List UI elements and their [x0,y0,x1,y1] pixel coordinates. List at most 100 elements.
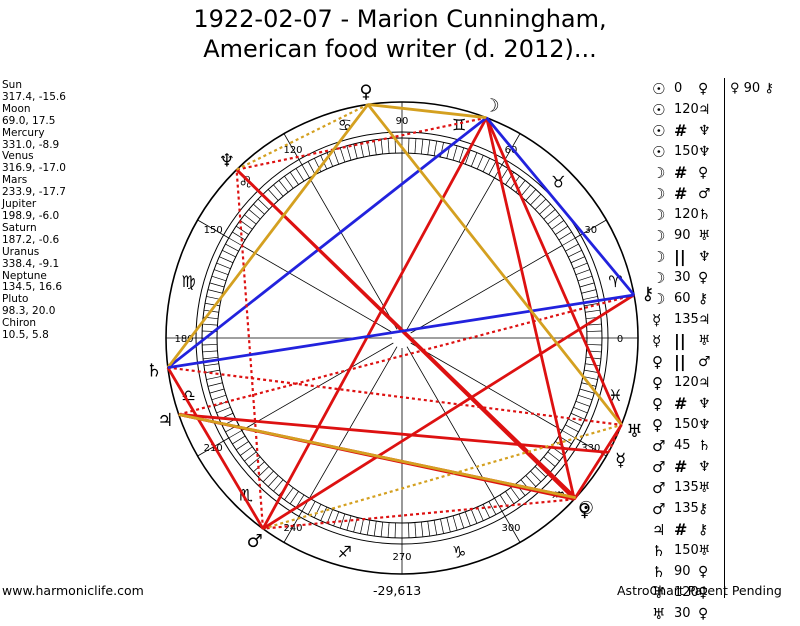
degree-tick [380,521,384,537]
planet-values-mercury: 331.0, -8.9 [2,138,60,151]
degree-tick [284,175,294,189]
degree-tick [562,430,576,439]
planet-glyph-sun: ☉ [578,498,594,519]
aspect-line-mars-chiron [262,293,635,530]
aspect-planet-glyph: ♆ [698,459,711,475]
degree-tick [585,363,601,367]
planet-values-neptune: 134.5, 16.6 [2,281,63,294]
aspect-planet-glyph: ♆ [698,123,711,139]
degree-tick [373,139,377,155]
aspect-planet-glyph: ♀ [698,81,709,97]
degree-tick [232,435,246,445]
degree-tick [289,171,299,185]
degree-tick [301,164,310,178]
degree-tick [570,412,585,420]
degree-tick [273,184,284,197]
planet-glyph-uranus: ♅ [626,421,642,442]
degree-tick [570,256,585,264]
aspect-planet-glyph: ♃ [698,102,711,118]
aspect-planet-glyph: ♀ [698,564,709,580]
aspect-planet-glyph: ☿ [652,332,662,350]
degree-tick [562,237,576,246]
aspect-planet-glyph: ♃ [652,521,666,539]
degree-tick [387,522,390,538]
planet-glyph-mars: ♂ [247,531,263,552]
degree-tick [586,344,602,346]
aspect-line-moon-neptune [236,116,487,171]
aspect-line-uranus-venus [573,424,623,501]
aspect-angle: || [674,331,686,350]
degree-tick [209,282,225,288]
planet-name-saturn: Saturn [2,221,37,234]
degree-tick [488,501,497,515]
aspect-angle: 120 [674,375,699,390]
degree-tick [211,394,227,401]
house-spoke [309,346,398,499]
degree-tick [427,139,431,155]
degree-tick [373,521,377,537]
aspect-planet-glyph: ♀ [652,416,663,434]
aspect-planet-glyph: ♂ [652,500,666,518]
degree-tick [414,522,417,538]
aspect-line-venus-neptune [235,168,576,501]
degree-tick [202,350,218,353]
degree-tick [582,376,598,380]
aspect-line-moon-mars [261,117,488,530]
aspect-list-divider [724,78,725,598]
degree-tick [565,424,579,433]
degree-tick [235,441,249,451]
zodiac-sign-glyph: ♌ [239,173,253,192]
degree-tick [267,189,279,201]
degree-label: 30 [584,225,597,236]
planet-values-mars: 233.9, -17.7 [2,186,66,199]
degree-tick [575,269,591,276]
aspect-planet-glyph: ♃ [698,375,711,391]
planet-name-neptune: Neptune [2,269,47,282]
degree-tick [440,518,444,534]
planet-glyph-neptune: ♆ [219,151,235,172]
degree-tick [333,149,340,165]
degree-tick [452,145,458,161]
aspect-angle: 30 [674,606,691,621]
degree-tick [202,344,218,346]
aspect-planet-glyph: ♀ [652,395,663,413]
degree-tick [380,139,384,155]
zodiac-sign-glyph: ♍ [181,272,195,291]
degree-tick [232,231,246,241]
planet-values-uranus: 338.4, -9.1 [2,257,60,270]
degree-tick [573,406,588,414]
website-link[interactable]: www.harmoniclife.com [2,583,144,598]
degree-tick [530,470,542,483]
planet-glyph-mercury: ☿ [615,450,626,471]
aspect-planet-glyph: ♂ [652,437,666,455]
aspect-planet-glyph: ♀ [698,165,709,181]
degree-label: 300 [501,523,520,534]
degree-tick [420,139,424,155]
degree-tick [414,138,417,154]
zodiac-sign-glyph: ♊ [452,116,466,135]
aspect-planet-glyph: ☽ [652,290,666,308]
aspect-planet-glyph: ⚷ [698,522,709,538]
planet-name-jupiter: Jupiter [2,198,37,211]
degree-tick [211,275,227,282]
degree-tick [505,491,515,505]
degree-tick [525,189,537,201]
planet-name-venus: Venus [2,150,34,163]
sign-divider [575,219,607,239]
aspect-planet-glyph: ♅ [652,584,666,602]
degree-tick [257,466,270,478]
degree-tick [202,323,218,326]
aspect-angle: # [674,394,688,413]
planet-name-chiron: Chiron [2,317,37,330]
aspect-angle: 45 [674,438,691,453]
house-spoke [309,177,398,330]
degree-tick [458,147,465,163]
degree-tick [207,382,223,387]
degree-tick [584,369,600,374]
aspect-angle: # [674,184,688,203]
planet-values-jupiter: 198.9, -6.0 [2,209,60,222]
degree-tick [366,520,371,536]
aspect-angle: 150 [674,144,699,159]
aspect-planet-glyph: ♃ [698,312,711,328]
degree-tick [203,363,219,367]
